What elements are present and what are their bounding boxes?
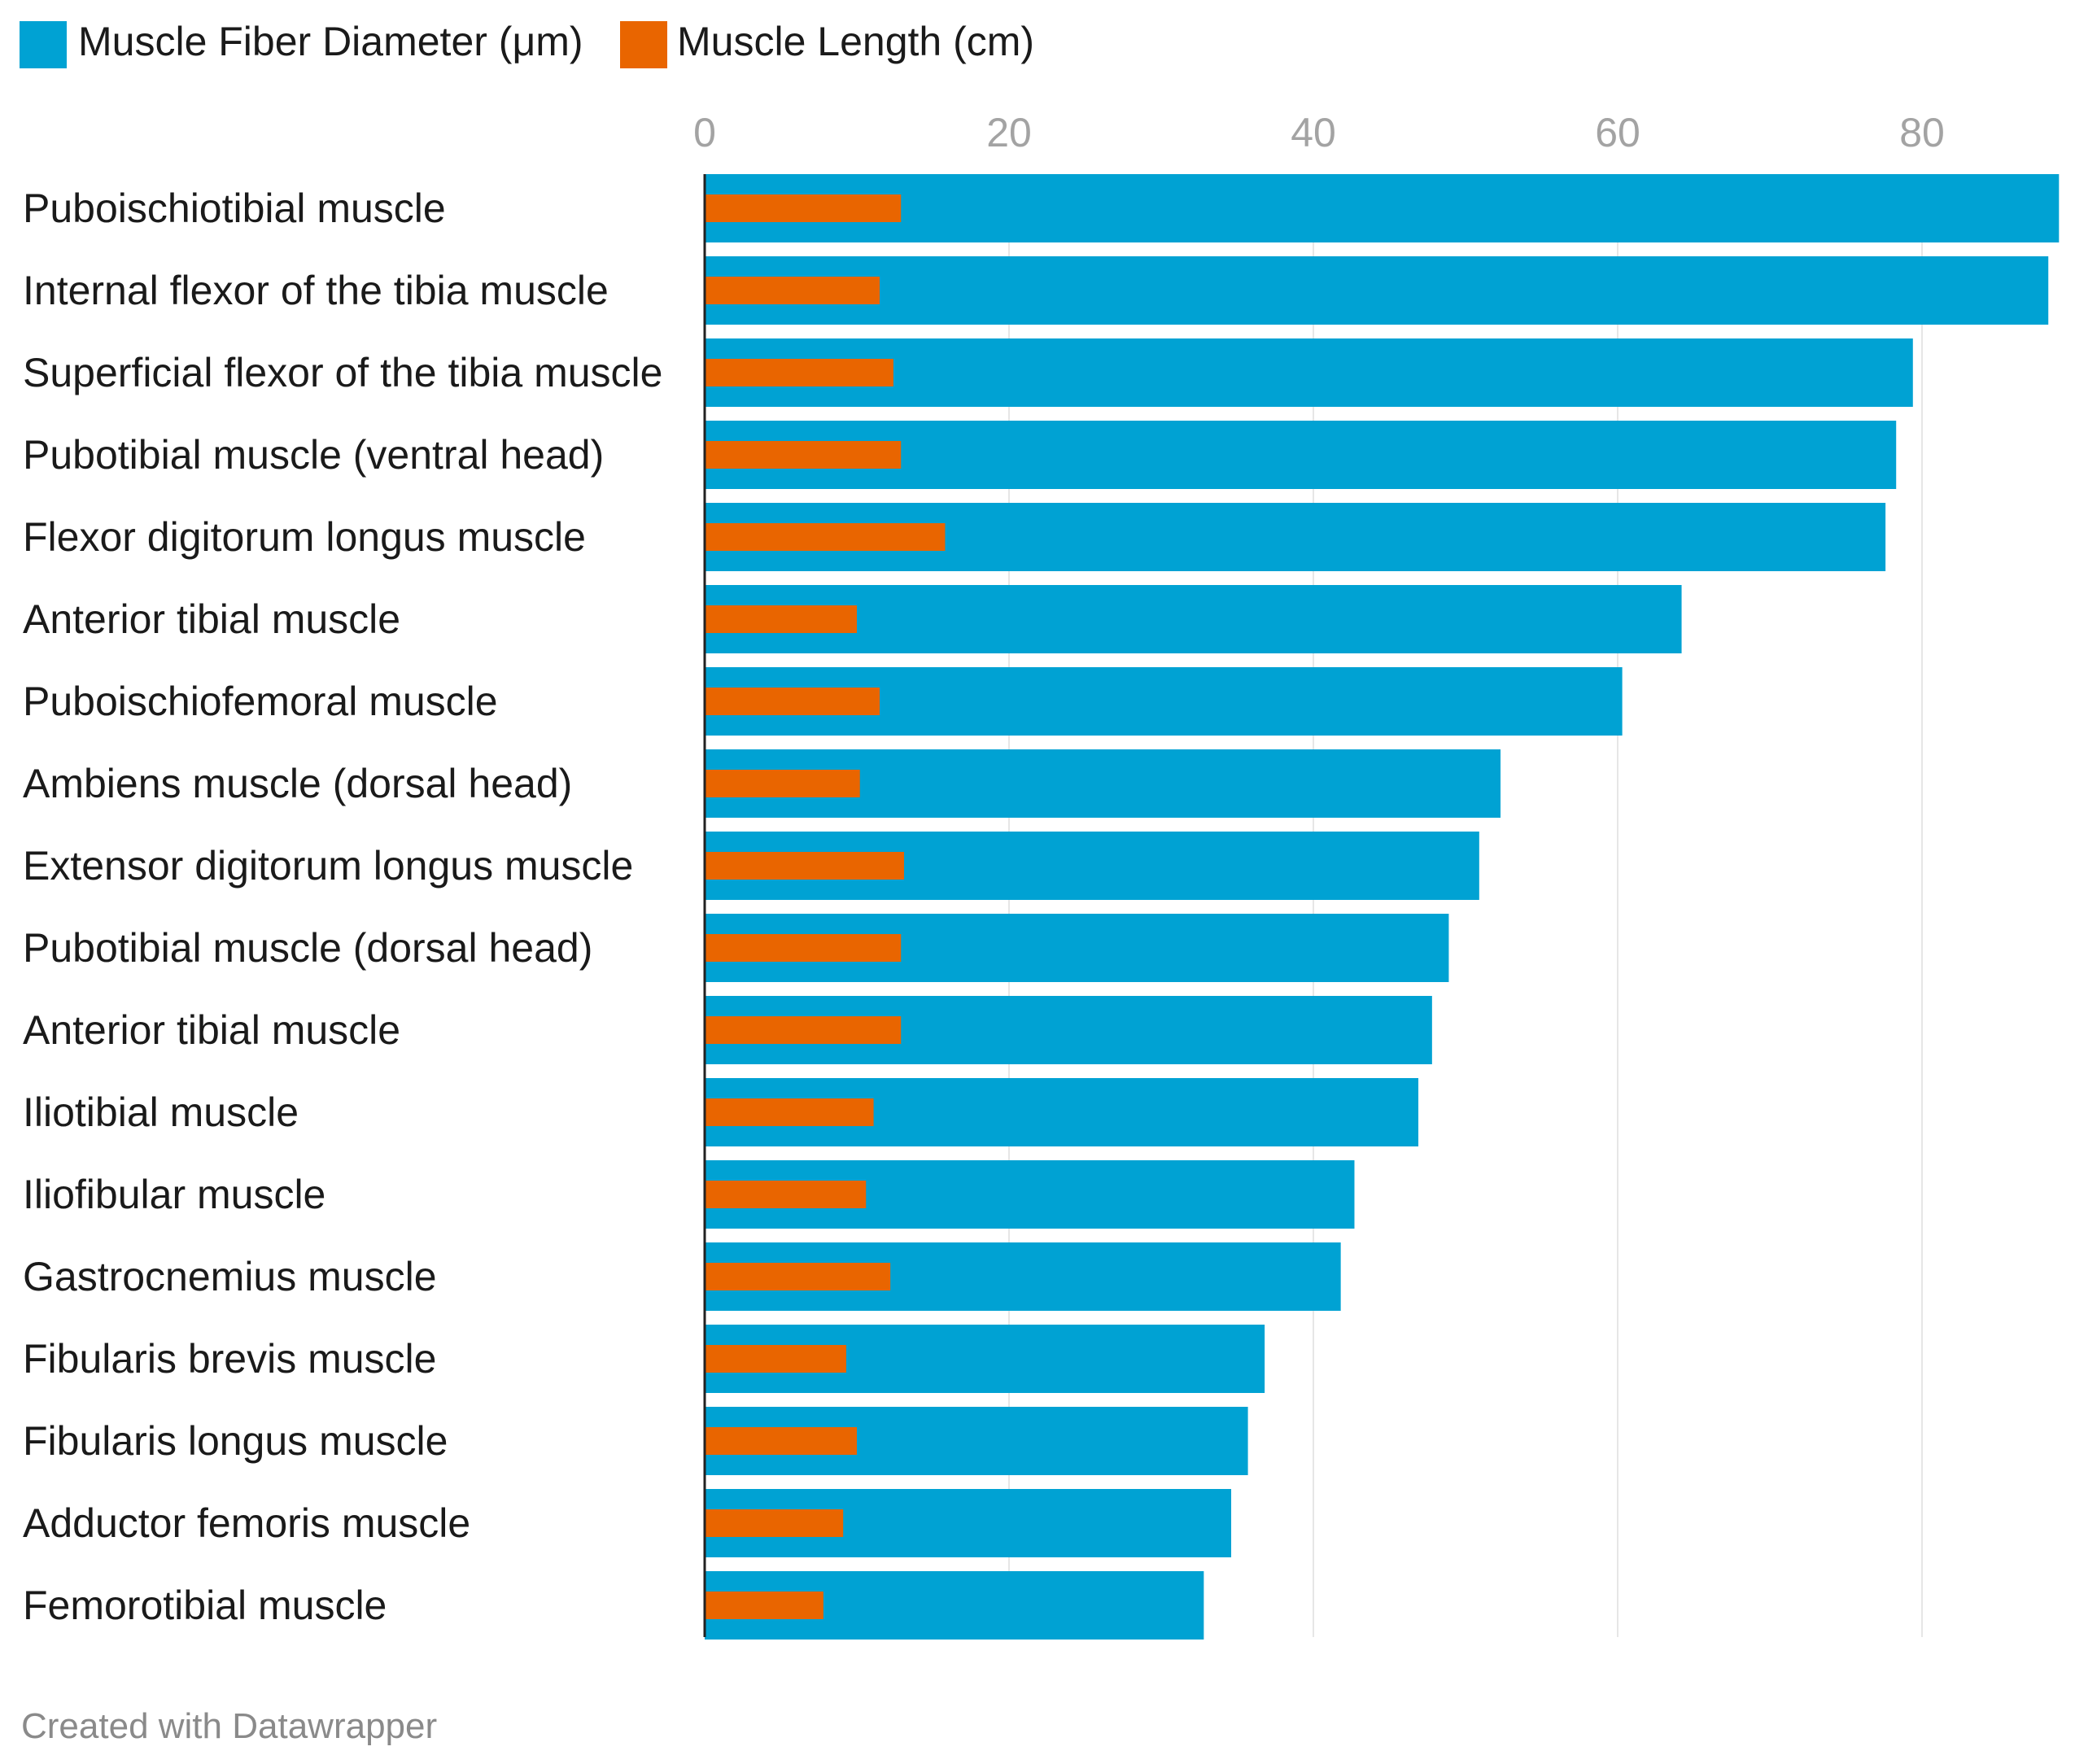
category-label: Femorotibial muscle xyxy=(23,1583,387,1628)
x-axis-tick-labels: 0 20 40 60 80 xyxy=(693,110,1945,155)
bar-muscle-length xyxy=(705,1016,902,1044)
bar-fiber-diameter xyxy=(705,338,1913,407)
category-label: Flexor digitorum longus muscle xyxy=(23,514,586,560)
category-label: Iliotibial muscle xyxy=(23,1089,299,1135)
bar-muscle-length xyxy=(705,688,880,715)
bar-muscle-length xyxy=(705,770,860,797)
bar-muscle-length xyxy=(705,1181,867,1208)
bar-fiber-diameter xyxy=(705,421,1897,489)
category-label: Iliofibular muscle xyxy=(23,1172,325,1217)
bar-fiber-diameter xyxy=(705,256,2049,325)
category-label: Extensor digitorum longus muscle xyxy=(23,843,633,889)
category-label: Anterior tibial muscle xyxy=(23,1007,400,1053)
category-label: Anterior tibial muscle xyxy=(23,596,400,642)
category-label: Puboischiotibial muscle xyxy=(23,186,446,231)
bar-muscle-length xyxy=(705,194,902,222)
bar-muscle-length xyxy=(705,605,857,633)
category-label: Puboischiofemoral muscle xyxy=(23,679,498,724)
bar-muscle-length xyxy=(705,852,904,880)
bar-fiber-diameter xyxy=(705,585,1682,653)
category-label: Fibularis longus muscle xyxy=(23,1418,448,1464)
category-label: Adductor femoris muscle xyxy=(23,1500,470,1546)
legend-label-muscle-length: Muscle Length (cm) xyxy=(677,19,1034,64)
category-label: Internal flexor of the tibia muscle xyxy=(23,268,609,313)
x-tick-label: 0 xyxy=(693,110,716,155)
category-label: Pubotibial muscle (ventral head) xyxy=(23,432,604,478)
bar-muscle-length xyxy=(705,1592,823,1619)
bar-muscle-length xyxy=(705,523,946,551)
bar-muscle-length xyxy=(705,441,902,469)
legend-swatch-fiber-diameter xyxy=(20,21,67,68)
category-label: Fibularis brevis muscle xyxy=(23,1336,436,1382)
legend-swatch-muscle-length xyxy=(620,21,667,68)
bar-muscle-length xyxy=(705,359,893,386)
bar-muscle-length xyxy=(705,1098,874,1126)
bar-muscle-length xyxy=(705,934,902,962)
bar-muscle-length xyxy=(705,1263,891,1290)
x-tick-label: 20 xyxy=(986,110,1032,155)
x-tick-label: 80 xyxy=(1899,110,1945,155)
category-label: Superficial flexor of the tibia muscle xyxy=(23,350,662,395)
x-tick-label: 40 xyxy=(1291,110,1336,155)
category-label: Ambiens muscle (dorsal head) xyxy=(23,761,572,806)
bar-muscle-length xyxy=(705,277,880,304)
bars xyxy=(705,174,2060,1640)
legend: Muscle Fiber Diameter (μm) Muscle Length… xyxy=(20,19,1034,68)
datawrapper-credit: Created with Datawrapper xyxy=(21,1706,437,1746)
bar-muscle-length xyxy=(705,1509,844,1537)
gridlines xyxy=(1008,174,1923,1637)
legend-label-fiber-diameter: Muscle Fiber Diameter (μm) xyxy=(78,19,583,64)
category-label: Gastrocnemius muscle xyxy=(23,1254,437,1299)
bar-muscle-length xyxy=(705,1427,857,1455)
category-labels: Puboischiotibial muscle Internal flexor o… xyxy=(23,186,662,1628)
x-tick-label: 60 xyxy=(1595,110,1640,155)
bar-fiber-diameter xyxy=(705,174,2060,242)
bar-muscle-length xyxy=(705,1345,846,1373)
category-label: Pubotibial muscle (dorsal head) xyxy=(23,925,592,971)
